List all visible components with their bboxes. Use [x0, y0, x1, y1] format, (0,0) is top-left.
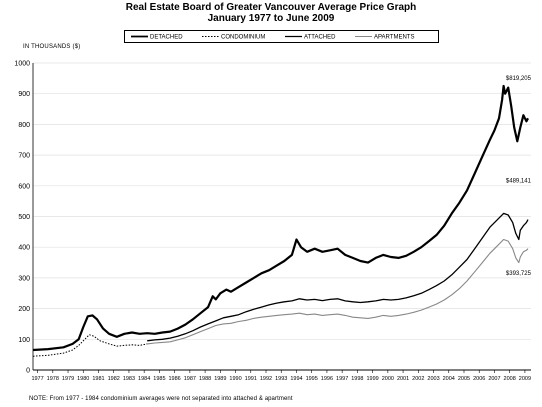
x-tick-label: 1982: [108, 376, 120, 382]
annotations: $819,205 $489,141 $393,725: [506, 76, 532, 277]
legend-label-detached: DETACHED: [150, 35, 183, 41]
y-tick-label: 800: [18, 122, 30, 129]
annotation-label: $489,141: [506, 179, 532, 185]
x-tick-labels: 1977 1978 1979 1980 1981 1982 1983 1984 1985 1986…: [31, 376, 531, 382]
footnote: NOTE: From 1977 - 1984 condominium avera…: [29, 396, 293, 402]
y-tick-labels: 0 100 200 300 400 500 600 700 800 900 1000: [14, 61, 30, 375]
chart-title: Real Estate Board of Greater Vancouver A…: [125, 2, 417, 13]
y-tick-label: 400: [18, 245, 30, 252]
x-tick-label: 1987: [184, 376, 196, 382]
x-tick-label: 2008: [504, 376, 516, 382]
x-tick-label: 1999: [366, 376, 378, 382]
x-tick-label: 1998: [351, 376, 363, 382]
x-tick-label: 1978: [47, 376, 59, 382]
y-tick-label: 700: [18, 153, 30, 160]
x-tick-label: 1993: [275, 376, 287, 382]
y-tick-label: 500: [18, 214, 30, 221]
x-tick-label: 2009: [519, 376, 531, 382]
legend-label-condominium: CONDOMINIUM: [221, 35, 265, 41]
x-tick-label: 1983: [123, 376, 135, 382]
chart-subtitle: January 1977 to June 2009: [207, 13, 335, 24]
x-tick-label: 2002: [412, 376, 424, 382]
series-line-attached: [147, 212, 529, 342]
x-tick-label: 1979: [62, 376, 74, 382]
x-tick-label: 1984: [138, 376, 150, 382]
x-tick-label: 2001: [397, 376, 409, 382]
x-tick-label: 1992: [260, 376, 272, 382]
x-tick-label: 1995: [306, 376, 318, 382]
x-tick-label: 2007: [488, 376, 500, 382]
y-tick-label: 100: [18, 337, 30, 344]
y-tick-label: 0: [26, 368, 30, 375]
axes: [32, 63, 526, 373]
legend-label-attached: ATTACHED: [304, 35, 336, 41]
y-tick-label: 600: [18, 183, 30, 190]
x-tick-label: 1980: [77, 376, 89, 382]
y-tick-label: 200: [18, 306, 30, 313]
x-tick-label: 2005: [458, 376, 470, 382]
x-tick-label: 1990: [229, 376, 241, 382]
x-tick-label: 2004: [443, 376, 455, 382]
y-tick-label: 300: [18, 275, 30, 282]
series-line-apartments: [147, 238, 529, 345]
x-tick-label: 1997: [336, 376, 348, 382]
x-tick-label: 1994: [290, 376, 302, 382]
x-tick-label: 2006: [473, 376, 485, 382]
x-tick-label: 1985: [153, 376, 165, 382]
x-tick-label: 2003: [427, 376, 439, 382]
x-tick-label: 1991: [245, 376, 257, 382]
series-line-condominium: [32, 334, 148, 357]
series-lines: [32, 84, 529, 357]
x-tick-label: 2000: [382, 376, 394, 382]
x-tick-label: 1988: [199, 376, 211, 382]
legend-label-apartments: APARTMENTS: [374, 35, 414, 41]
legend-items: DETACHED CONDOMINIUM ATTACHED APARTMENTS: [131, 35, 414, 41]
y-tick-label: 1000: [14, 61, 30, 68]
grid-lines: [33, 62, 531, 371]
y-axis-label: IN THOUSANDS ($): [23, 44, 81, 50]
x-tick-label: 1986: [169, 376, 181, 382]
series-line-detached: [32, 84, 529, 352]
x-tick-label: 1981: [92, 376, 104, 382]
legend: [124, 30, 439, 43]
y-tick-label: 900: [18, 91, 30, 98]
x-tick-label: 1989: [214, 376, 226, 382]
annotation-label: $819,205: [506, 76, 532, 82]
x-tick-label: 1977: [31, 376, 43, 382]
annotation-label: $393,725: [506, 271, 532, 277]
x-tick-label: 1996: [321, 376, 333, 382]
